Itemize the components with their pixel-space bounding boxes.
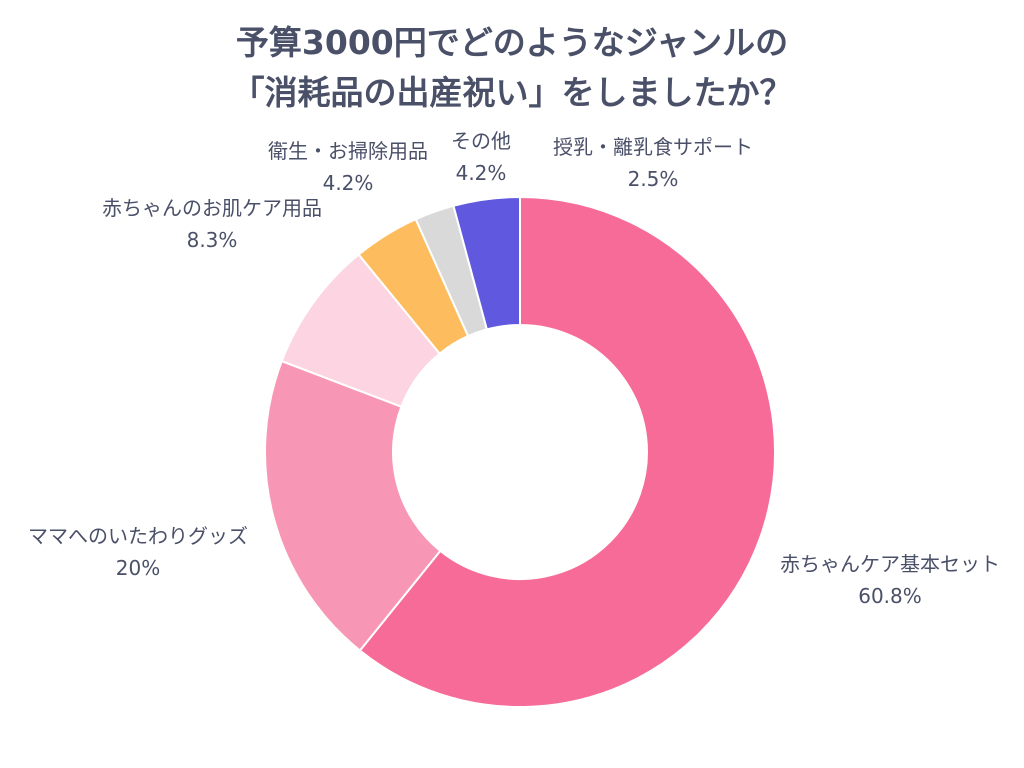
slice-value-label: 20% bbox=[116, 556, 160, 580]
slice-value-label: 4.2% bbox=[456, 161, 507, 185]
chart-title-line-1: 予算3000円でどのようなジャンルの bbox=[235, 23, 789, 62]
slice-category-label: その他 bbox=[451, 129, 511, 153]
donut-slices bbox=[264, 195, 776, 708]
slice-category-label: 赤ちゃんケア基本セット bbox=[780, 552, 1000, 576]
slice-value-label: 8.3% bbox=[187, 228, 238, 252]
slice-value-label: 60.8% bbox=[858, 584, 922, 608]
slice-category-label: 衛生・お掃除用品 bbox=[268, 139, 428, 163]
donut-slice-1 bbox=[358, 195, 776, 708]
slice-category-label: 赤ちゃんのお肌ケア用品 bbox=[102, 196, 322, 220]
slice-labels: 赤ちゃんケア基本セット 60.8% ママへのいたわりグッズ 20% 赤ちゃんのお肌ケア用… bbox=[28, 129, 1000, 608]
chart-title: 予算3000円でどのようなジャンルの 「消耗品の出産祝い」をしましたか？ bbox=[0, 18, 1024, 118]
donut-slice-6 bbox=[452, 195, 521, 331]
slice-value-label: 2.5% bbox=[628, 167, 679, 191]
chart-title-line-2: 「消耗品の出産祝い」をしましたか？ bbox=[231, 73, 793, 112]
donut-slice-2 bbox=[264, 359, 442, 652]
slice-category-label: ママへのいたわりグッズ bbox=[28, 524, 248, 548]
slice-category-label: 授乳・離乳食サポート bbox=[553, 135, 753, 159]
slice-value-label: 4.2% bbox=[323, 171, 374, 195]
